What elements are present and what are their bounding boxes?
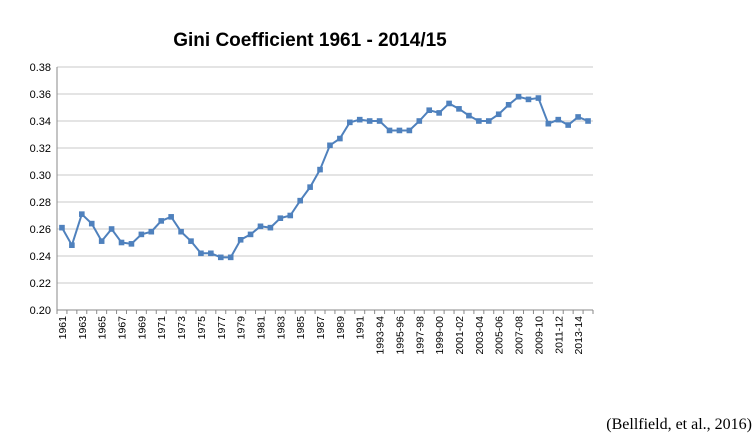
data-point bbox=[297, 197, 303, 204]
x-tick-label: 1981 bbox=[255, 316, 267, 340]
chart-title: Gini Coefficient 1961 - 2014/15 bbox=[173, 30, 447, 51]
x-tick-label: 2013-14 bbox=[573, 316, 585, 355]
x-tick-label: 1973 bbox=[176, 316, 188, 340]
data-point bbox=[188, 238, 194, 244]
y-tick-label: 0.36 bbox=[30, 89, 51, 101]
data-point bbox=[356, 116, 363, 123]
data-point bbox=[386, 127, 393, 134]
data-point bbox=[585, 118, 591, 124]
data-point bbox=[148, 228, 155, 235]
data-point bbox=[267, 224, 274, 231]
data-point bbox=[535, 95, 542, 101]
data-point bbox=[416, 118, 423, 124]
x-tick-label: 2011-12 bbox=[553, 316, 565, 354]
y-tick-label: 0.26 bbox=[30, 224, 51, 236]
data-point bbox=[525, 96, 532, 103]
data-point bbox=[456, 106, 462, 112]
x-axis-ticks: 1961 1963 1965 1967 1969 1971 1973 1975 1977 1979… bbox=[57, 316, 585, 355]
data-point bbox=[158, 218, 165, 224]
x-tick-label: 1993-94 bbox=[375, 316, 387, 355]
data-point bbox=[476, 118, 482, 124]
axes bbox=[56, 67, 594, 314]
data-point bbox=[217, 254, 224, 261]
x-tick-label: 1979 bbox=[236, 316, 248, 340]
data-point bbox=[515, 93, 522, 100]
x-tick-label: 1997-98 bbox=[414, 316, 426, 355]
x-tick-label: 1983 bbox=[275, 316, 287, 340]
y-tick-label: 0.24 bbox=[30, 251, 51, 263]
y-tick-label: 0.20 bbox=[30, 305, 51, 317]
data-point bbox=[178, 228, 184, 235]
data-point bbox=[317, 166, 323, 173]
y-tick-label: 0.22 bbox=[30, 278, 51, 290]
data-point bbox=[257, 223, 264, 230]
x-tick-label: 1987 bbox=[315, 316, 327, 340]
data-point bbox=[347, 119, 353, 126]
data-point bbox=[555, 116, 562, 123]
data-point bbox=[128, 241, 135, 247]
data-point bbox=[337, 135, 343, 142]
source-caption: (Bellfield, et al., 2016) bbox=[606, 416, 752, 433]
data-point bbox=[396, 127, 403, 134]
x-tick-label: 1985 bbox=[295, 316, 307, 340]
data-point bbox=[79, 211, 85, 217]
data-point bbox=[227, 254, 234, 261]
data-point bbox=[505, 102, 512, 108]
data-point bbox=[436, 110, 442, 116]
data-point bbox=[485, 118, 492, 124]
data-point bbox=[208, 250, 214, 257]
x-tick-label: 1967 bbox=[117, 316, 129, 340]
x-tick-label: 1975 bbox=[196, 316, 208, 340]
data-point bbox=[545, 120, 552, 127]
data-point bbox=[168, 214, 174, 220]
x-tick-label: 1971 bbox=[156, 316, 168, 340]
data-point bbox=[426, 107, 433, 113]
gridlines bbox=[57, 66, 593, 284]
data-point bbox=[575, 114, 581, 120]
data-point bbox=[247, 231, 254, 238]
data-point bbox=[98, 238, 105, 244]
x-tick-label: 2007-08 bbox=[514, 316, 526, 355]
data-point bbox=[376, 118, 383, 124]
y-tick-label: 0.30 bbox=[30, 170, 51, 182]
data-point bbox=[198, 250, 204, 257]
x-tick-label: 2003-04 bbox=[474, 316, 486, 355]
y-tick-label: 0.28 bbox=[30, 197, 51, 209]
x-tick-label: 2009-10 bbox=[533, 316, 545, 355]
data-point bbox=[88, 220, 95, 227]
data-point bbox=[406, 127, 413, 134]
x-tick-label: 1977 bbox=[216, 316, 228, 340]
data-point bbox=[327, 142, 333, 149]
x-tick-label: 1961 bbox=[57, 316, 69, 340]
data-point bbox=[287, 212, 294, 219]
y-axis-ticks: 0.20 0.22 0.24 0.26 0.28 0.30 0.32 0.34 0.36 0.38 bbox=[30, 62, 51, 317]
x-tick-label: 1989 bbox=[335, 316, 347, 340]
data-point bbox=[69, 242, 75, 248]
data-point bbox=[237, 237, 244, 243]
x-tick-label: 1991 bbox=[355, 316, 367, 340]
x-tick-label: 2001-02 bbox=[454, 316, 466, 355]
x-tick-label: 2005-06 bbox=[494, 316, 506, 355]
data-point bbox=[466, 112, 472, 119]
x-tick-label: 1963 bbox=[77, 316, 89, 340]
data-point bbox=[108, 226, 115, 232]
y-tick-label: 0.34 bbox=[30, 116, 51, 128]
x-tick-label: 1969 bbox=[136, 316, 148, 340]
x-tick-label: 1965 bbox=[97, 316, 109, 340]
y-tick-label: 0.38 bbox=[30, 62, 51, 74]
x-tick-label: 1995-96 bbox=[394, 316, 406, 355]
data-point bbox=[446, 100, 452, 107]
data-point bbox=[138, 231, 145, 238]
y-tick-label: 0.32 bbox=[30, 143, 51, 155]
data-point bbox=[495, 111, 502, 118]
data-point bbox=[307, 184, 313, 190]
x-tick-label: 1999-00 bbox=[434, 316, 446, 355]
data-point bbox=[565, 122, 571, 128]
data-point bbox=[118, 239, 125, 246]
series-gini bbox=[59, 93, 591, 261]
data-point bbox=[59, 224, 65, 231]
data-point bbox=[277, 215, 284, 221]
data-point bbox=[366, 118, 373, 124]
